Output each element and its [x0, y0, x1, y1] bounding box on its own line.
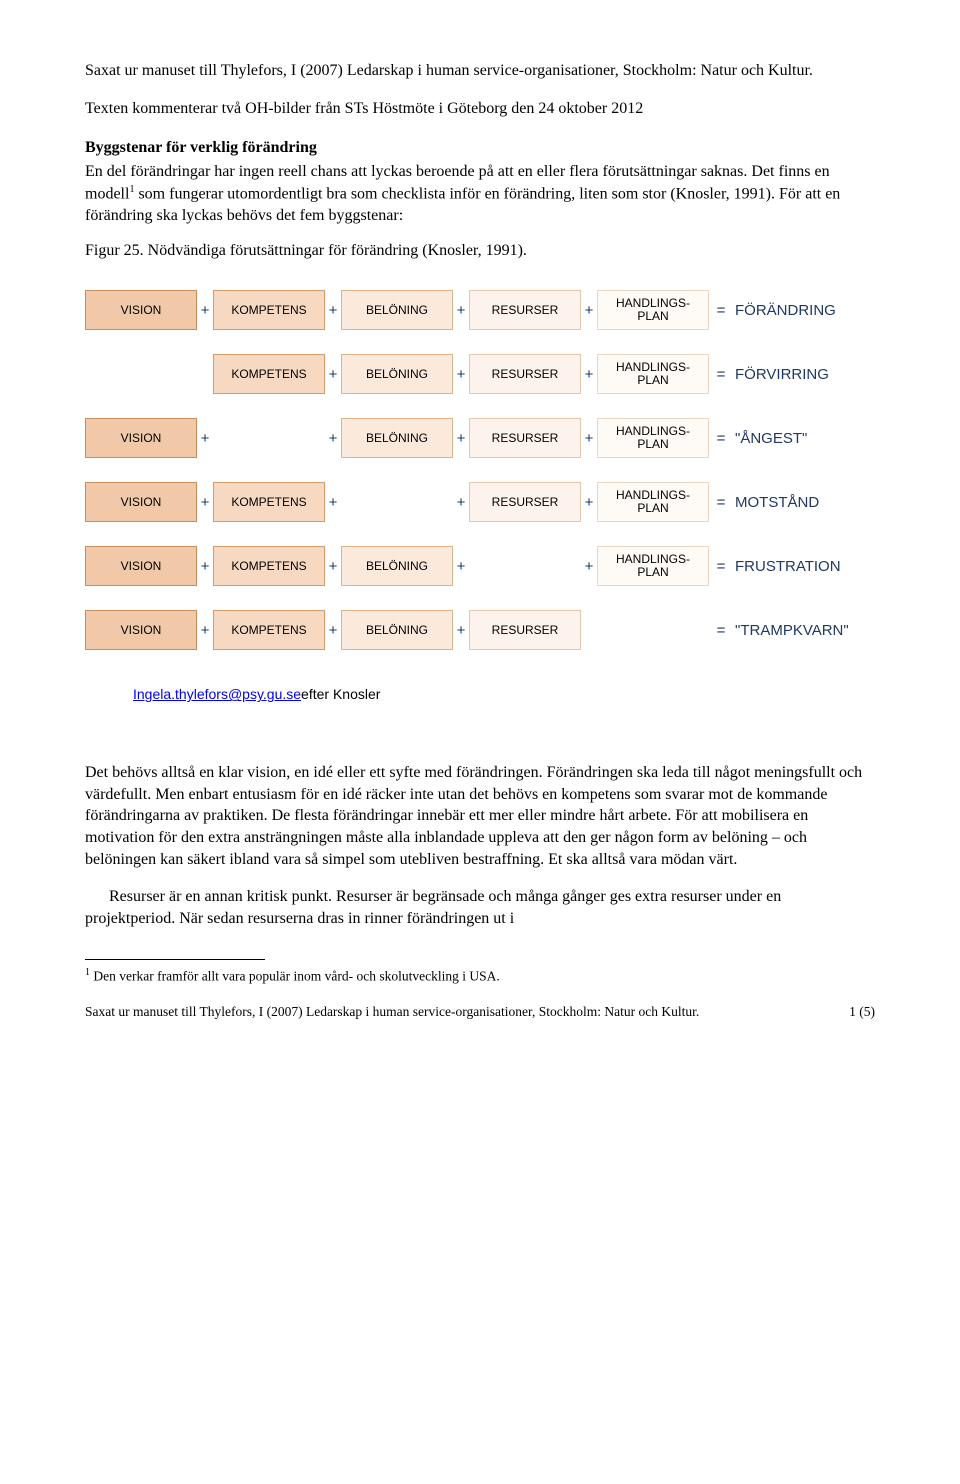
diagram-gap	[341, 482, 453, 522]
plus-operator: +	[453, 430, 469, 447]
diagram-box-handlingsplan: HANDLINGS-PLAN	[597, 354, 709, 394]
figure-caption: Figur 25. Nödvändiga förutsättningar för…	[85, 242, 875, 260]
knosler-diagram: VISION+KOMPETENS+BELÖNING+RESURSER+HANDL…	[85, 290, 875, 650]
plus-operator: +	[197, 622, 213, 639]
plus-operator: +	[453, 366, 469, 383]
diagram-box-resurser: RESURSER	[469, 610, 581, 650]
diagram-gap	[85, 354, 197, 394]
diagram-box-handlingsplan: HANDLINGS-PLAN	[597, 290, 709, 330]
equals-operator: =	[713, 494, 729, 511]
plus-operator: +	[581, 558, 597, 575]
diagram-box-vision: VISION	[85, 418, 197, 458]
diagram-result: MOTSTÅND	[735, 494, 819, 511]
plus-operator: +	[325, 366, 341, 383]
footnote-1: 1 Den verkar framför allt vara populär i…	[85, 966, 875, 986]
body-paragraph-3: Resurser är en annan kritisk punkt. Resu…	[85, 886, 875, 929]
footnote-separator	[85, 959, 265, 960]
diagram-gap	[597, 610, 709, 650]
attribution-line: Ingela.thylefors@psy.gu.seefter Knosler	[133, 686, 875, 702]
footnote-text: Den verkar framför allt vara populär ino…	[90, 969, 500, 984]
diagram-box-kompetens: KOMPETENS	[213, 290, 325, 330]
diagram-gap	[213, 418, 325, 458]
diagram-box-resurser: RESURSER	[469, 290, 581, 330]
equals-operator: =	[713, 302, 729, 319]
plus-operator: +	[581, 430, 597, 447]
body-paragraph-1: En del förändringar har ingen reell chan…	[85, 161, 875, 226]
diagram-box-vision: VISION	[85, 546, 197, 586]
diagram-box-beloning: BELÖNING	[341, 546, 453, 586]
diagram-row: VISION++BELÖNING+RESURSER+HANDLINGS-PLAN…	[85, 418, 875, 458]
diagram-box-handlingsplan: HANDLINGS-PLAN	[597, 418, 709, 458]
plus-operator: +	[325, 622, 341, 639]
equals-operator: =	[713, 622, 729, 639]
plus-operator: +	[453, 622, 469, 639]
diagram-box-kompetens: KOMPETENS	[213, 482, 325, 522]
equals-operator: =	[713, 558, 729, 575]
diagram-result: FÖRÄNDRING	[735, 302, 836, 319]
context-paragraph: Texten kommenterar två OH-bilder från ST…	[85, 98, 875, 120]
plus-operator: +	[453, 494, 469, 511]
document-page: Saxat ur manuset till Thylefors, I (2007…	[0, 0, 960, 1060]
footer-right: 1 (5)	[849, 1004, 875, 1020]
diagram-box-kompetens: KOMPETENS	[213, 546, 325, 586]
diagram-result: FRUSTRATION	[735, 558, 841, 575]
diagram-row: KOMPETENS+BELÖNING+RESURSER+HANDLINGS-PL…	[85, 354, 875, 394]
body1-text-b: som fungerar utomordentligt bra som chec…	[85, 185, 840, 224]
diagram-box-beloning: BELÖNING	[341, 290, 453, 330]
plus-operator: +	[453, 302, 469, 319]
section-heading: Byggstenar för verklig förändring	[85, 139, 875, 157]
plus-operator: +	[197, 494, 213, 511]
diagram-box-kompetens: KOMPETENS	[213, 354, 325, 394]
page-footer: Saxat ur manuset till Thylefors, I (2007…	[85, 1004, 875, 1020]
diagram-box-beloning: BELÖNING	[341, 418, 453, 458]
plus-operator: +	[581, 494, 597, 511]
diagram-box-handlingsplan: HANDLINGS-PLAN	[597, 482, 709, 522]
attribution-after: efter Knosler	[301, 686, 380, 702]
plus-operator: +	[197, 558, 213, 575]
equals-operator: =	[713, 366, 729, 383]
plus-operator: +	[581, 366, 597, 383]
diagram-result: "ÅNGEST"	[735, 430, 807, 447]
diagram-row: VISION+KOMPETENS+BELÖNING+RESURSER="TRAM…	[85, 610, 875, 650]
plus-operator: +	[325, 302, 341, 319]
plus-operator: +	[453, 558, 469, 575]
plus-operator: +	[325, 494, 341, 511]
diagram-box-beloning: BELÖNING	[341, 610, 453, 650]
email-link[interactable]: Ingela.thylefors@psy.gu.se	[133, 686, 301, 702]
diagram-box-vision: VISION	[85, 290, 197, 330]
diagram-box-handlingsplan: HANDLINGS-PLAN	[597, 546, 709, 586]
plus-operator: +	[197, 302, 213, 319]
diagram-gap	[469, 546, 581, 586]
diagram-result: FÖRVIRRING	[735, 366, 829, 383]
diagram-box-kompetens: KOMPETENS	[213, 610, 325, 650]
equals-operator: =	[713, 430, 729, 447]
plus-operator: +	[325, 558, 341, 575]
intro-paragraph: Saxat ur manuset till Thylefors, I (2007…	[85, 60, 875, 82]
plus-operator: +	[581, 302, 597, 319]
plus-operator: +	[325, 430, 341, 447]
diagram-box-resurser: RESURSER	[469, 418, 581, 458]
diagram-box-vision: VISION	[85, 482, 197, 522]
diagram-row: VISION+KOMPETENS++RESURSER+HANDLINGS-PLA…	[85, 482, 875, 522]
plus-operator: +	[197, 430, 213, 447]
diagram-box-resurser: RESURSER	[469, 482, 581, 522]
diagram-box-beloning: BELÖNING	[341, 354, 453, 394]
footer-left: Saxat ur manuset till Thylefors, I (2007…	[85, 1004, 699, 1020]
diagram-box-vision: VISION	[85, 610, 197, 650]
diagram-row: VISION+KOMPETENS+BELÖNING++HANDLINGS-PLA…	[85, 546, 875, 586]
diagram-result: "TRAMPKVARN"	[735, 622, 849, 639]
diagram-row: VISION+KOMPETENS+BELÖNING+RESURSER+HANDL…	[85, 290, 875, 330]
body-paragraph-2: Det behövs alltså en klar vision, en idé…	[85, 762, 875, 870]
diagram-box-resurser: RESURSER	[469, 354, 581, 394]
